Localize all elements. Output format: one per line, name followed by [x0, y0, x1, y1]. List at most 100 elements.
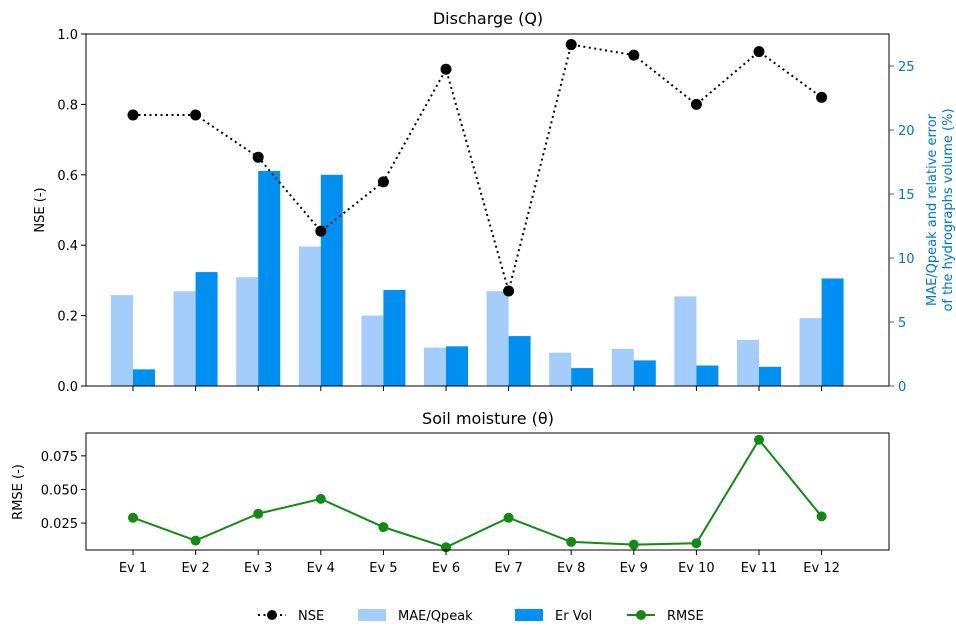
er-vol-bar: [258, 170, 281, 386]
mae-qpeak-bar: [549, 352, 572, 386]
mae-qpeak-bar: [111, 295, 133, 386]
mae-qpeak-bar: [737, 339, 759, 386]
right-tick-label: 15: [898, 188, 915, 203]
event-tick-label: Ev 9: [620, 561, 648, 576]
right-tick-label: 25: [898, 60, 915, 75]
er-vol-bar: [320, 174, 343, 386]
er-vol-bar: [759, 366, 781, 386]
er-vol-bar: [696, 365, 719, 386]
nse-axis-ticks: 0.0 0.2 0.4 0.6 0.8 1.0: [57, 28, 86, 395]
legend-label: Er Vol: [555, 609, 592, 624]
event-tick-label: Ev 10: [678, 561, 715, 576]
legend-label: MAE/Qpeak: [398, 609, 473, 624]
right-axis-ticks: 0 5 10 15 20 25: [889, 60, 915, 395]
mae-qpeak-bar: [799, 318, 822, 386]
rmse-series-line: [132, 437, 823, 549]
discharge-bars: [111, 170, 844, 386]
rmse-point: [378, 522, 389, 533]
rmse-tick-label: 0.050: [41, 483, 78, 498]
er-vol-bar: [383, 290, 406, 386]
event-tick-label: Ev 7: [494, 561, 522, 576]
right-tick-label: 5: [898, 316, 906, 331]
rmse-line: [128, 434, 827, 553]
nse-point: [503, 285, 515, 297]
rmse-tick-label: 0.025: [41, 517, 78, 532]
nse-point: [315, 225, 327, 237]
mae-qpeak-bar: [236, 277, 259, 386]
event-tick-label: Ev 12: [803, 561, 840, 576]
event-tick-label: Ev 4: [307, 561, 335, 576]
rmse-point: [566, 536, 577, 547]
rmse-point: [816, 511, 827, 522]
event-tick-label: Ev 8: [557, 561, 585, 576]
nse-axis-label: NSE (-): [33, 187, 48, 232]
event-tick-label: Ev 1: [119, 561, 147, 576]
right-tick-label: 10: [898, 252, 915, 267]
right-tick-label: 0: [898, 380, 906, 395]
nse-tick-label: 0.6: [57, 169, 78, 184]
rmse-point: [128, 512, 138, 523]
mae-qpeak-bar: [611, 348, 634, 386]
legend-swatch: [358, 609, 386, 621]
legend-label: NSE: [298, 609, 324, 624]
er-vol-bar: [133, 369, 155, 386]
mae-qpeak-bar: [486, 291, 509, 386]
rmse-point: [503, 512, 514, 523]
nse-point: [690, 98, 702, 110]
nse-tick-label: 0.4: [57, 239, 78, 254]
rmse-point: [253, 508, 264, 519]
er-vol-bar: [633, 360, 656, 386]
discharge-x-ticks: [132, 386, 823, 391]
nse-point: [753, 46, 765, 58]
right-axis-label-line1: MAE/Qpeak and relative error: [925, 113, 940, 306]
mae-qpeak-bar: [298, 246, 321, 386]
nse-point: [816, 91, 828, 103]
nse-tick-label: 1.0: [57, 28, 78, 43]
rmse-tick-label: 0.075: [41, 450, 78, 465]
mae-qpeak-bar: [173, 291, 196, 386]
er-vol-bar: [508, 336, 531, 386]
mae-qpeak-bar: [674, 296, 697, 386]
right-axis-label-line2: of the hydrographs volume (%): [941, 108, 956, 311]
rmse-point: [754, 434, 764, 445]
discharge-title: Discharge (Q): [433, 9, 543, 28]
legend-marker: [636, 610, 646, 620]
nse-tick-label: 0.8: [57, 98, 78, 113]
event-tick-label: Ev 11: [741, 561, 778, 576]
nse-line: [127, 39, 828, 297]
nse-point: [565, 39, 577, 51]
nse-point: [628, 49, 640, 61]
rmse-axis-label: RMSE (-): [11, 464, 26, 520]
nse-point: [440, 63, 452, 75]
nse-point: [377, 176, 389, 188]
legend-swatch: [515, 609, 543, 621]
er-vol-bar: [571, 368, 594, 386]
event-tick-label: Ev 6: [432, 561, 460, 576]
mae-qpeak-bar: [361, 315, 384, 386]
nse-series-line: [133, 43, 823, 295]
legend: NSE MAE/Qpeak Er Vol RMSE: [258, 609, 704, 624]
discharge-panel: Discharge (Q) 0.0 0.2 0.4 0.6 0.8 1.0 0 5 10 15 2…: [33, 9, 956, 395]
event-tick-label: Ev 3: [244, 561, 272, 576]
event-tick-label: Ev 5: [369, 561, 397, 576]
er-vol-bar: [821, 278, 844, 386]
event-tick-label: Ev 2: [181, 561, 209, 576]
soil-moisture-plot-frame: [85, 432, 890, 551]
rmse-point: [691, 538, 702, 549]
discharge-plot-frame: [85, 33, 890, 387]
nse-tick-label: 0.0: [57, 380, 78, 395]
er-vol-bar: [446, 346, 468, 386]
rmse-point: [628, 539, 639, 550]
nse-point: [127, 109, 139, 121]
nse-point: [252, 151, 264, 163]
rmse-point: [190, 535, 201, 546]
event-x-ticks: Ev 1 Ev 2 Ev 3 Ev 4 Ev 5 Ev 6 Ev 7 Ev 8 Ev 9 Ev 1…: [119, 550, 840, 576]
er-vol-bar: [195, 272, 218, 386]
right-tick-label: 20: [898, 124, 915, 139]
mae-qpeak-bar: [424, 347, 446, 386]
soil-moisture-title: Soil moisture (θ): [422, 409, 554, 428]
legend-label: RMSE: [667, 609, 704, 624]
rmse-point: [315, 493, 326, 504]
